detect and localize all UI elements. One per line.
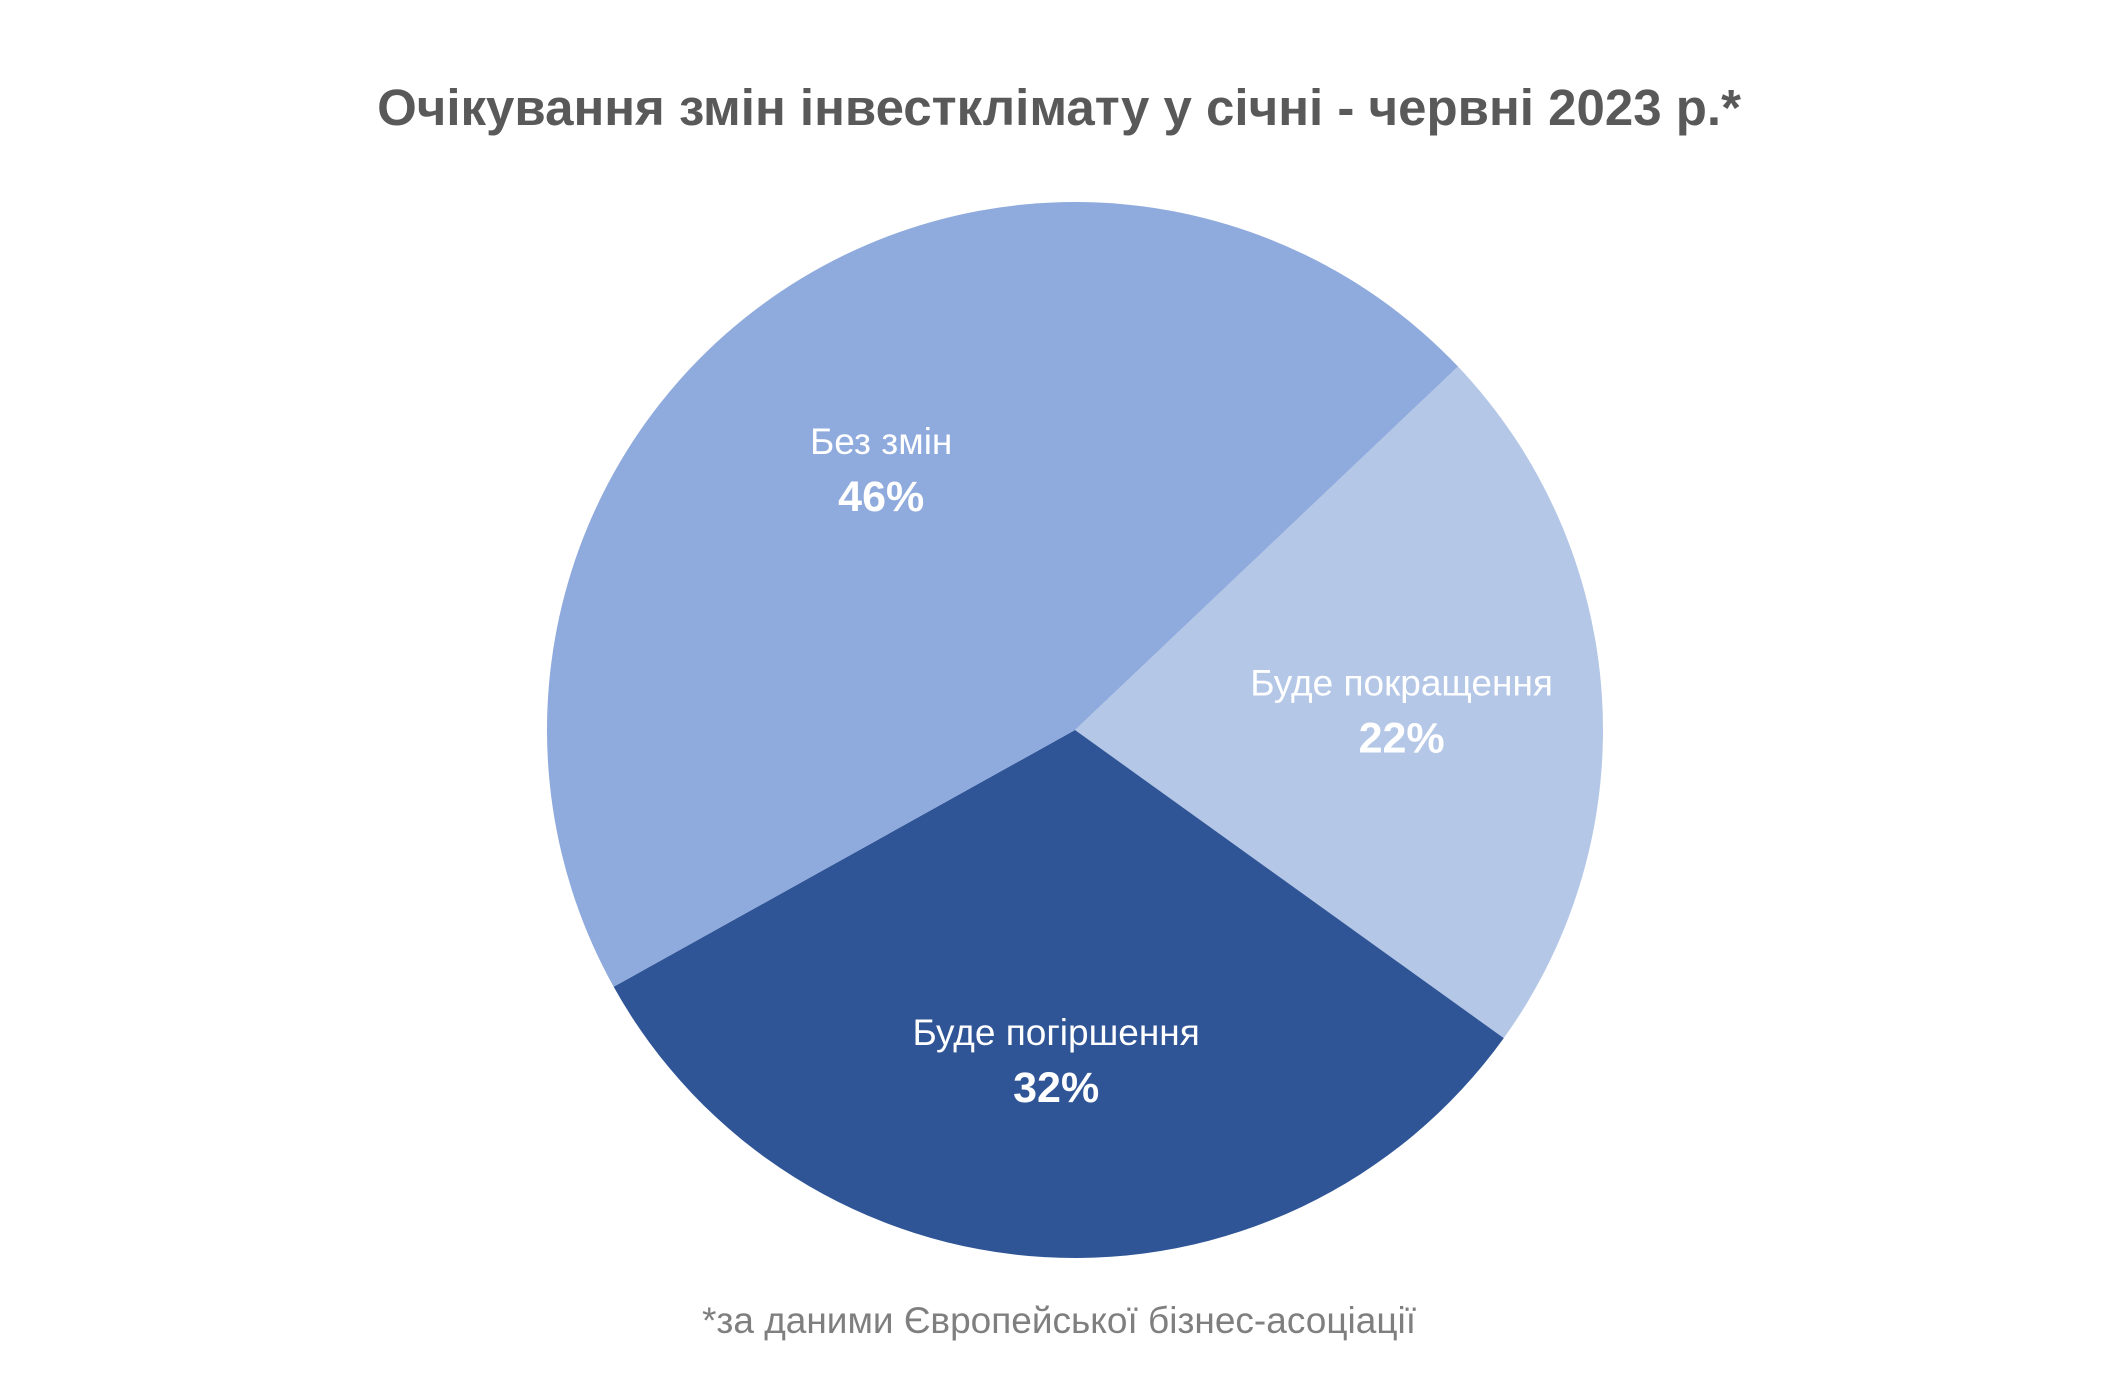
slice-value-3: 46% xyxy=(838,473,924,521)
chart-title: Очікування змін інвестклімату у січні - … xyxy=(377,79,1741,136)
pie-slices xyxy=(546,201,1603,1259)
pie-slice-2 xyxy=(613,730,1504,1259)
source-footnote: *за даними Європейської бізнес-асоціації xyxy=(701,1300,1417,1341)
slice-value-2: 32% xyxy=(1013,1064,1099,1112)
pie-labels: Буде покращення 22% Буде погіршення 32% Без … xyxy=(810,421,1553,1112)
pie-slice-1 xyxy=(1075,366,1603,1039)
slice-label-3: Без змін xyxy=(810,421,952,462)
pie-slice-3 xyxy=(546,201,1458,987)
slice-value-1: 22% xyxy=(1359,715,1445,763)
slice-label-2: Буде погіршення xyxy=(913,1012,1200,1053)
slice-label-1: Буде покращення xyxy=(1250,663,1553,704)
